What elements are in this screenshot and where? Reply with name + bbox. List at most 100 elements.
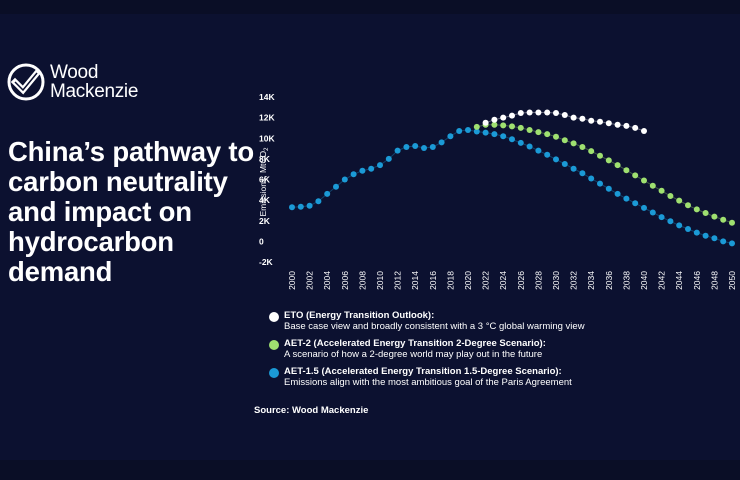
x-tick-label: 2028 — [533, 271, 543, 290]
x-axis-ticks: 2000 2002 2004 2006 2008 2010 2012 2014 2016 2018… — [287, 271, 737, 290]
brand-line-1: Wood — [50, 62, 99, 83]
data-point — [553, 133, 559, 140]
legend: ETO (Energy Transition Outlook): Base ca… — [269, 310, 729, 394]
legend-item-aet15: AET-1.5 (Accelerated Energy Transition 1… — [269, 366, 729, 388]
data-point — [306, 202, 313, 209]
bottom-bar — [0, 460, 740, 480]
data-point — [553, 110, 559, 116]
data-point — [641, 204, 647, 211]
data-point — [553, 156, 559, 163]
x-tick-label: 2002 — [305, 271, 315, 290]
data-point — [368, 165, 375, 172]
data-point — [579, 144, 586, 150]
data-point — [517, 139, 524, 146]
x-tick-label: 2040 — [639, 271, 649, 290]
data-point — [438, 139, 445, 146]
legend-item-aet2: AET-2 (Accelerated Energy Transition 2-D… — [269, 338, 729, 360]
data-point — [350, 171, 357, 178]
y-tick-label: -2K — [259, 257, 274, 267]
x-tick-label: 2000 — [287, 271, 297, 290]
y-tick-label: 12K — [259, 113, 275, 123]
data-point — [561, 112, 568, 118]
data-point — [473, 128, 480, 135]
data-point — [544, 151, 551, 158]
data-point — [333, 183, 339, 190]
data-point — [561, 161, 568, 167]
data-point — [623, 195, 630, 202]
data-point — [693, 206, 700, 213]
data-point — [491, 121, 498, 128]
data-point — [526, 109, 533, 116]
data-point — [711, 235, 718, 242]
y-tick-label: 0 — [259, 236, 264, 246]
data-point — [341, 176, 348, 183]
data-point — [667, 218, 674, 225]
data-point — [509, 136, 515, 143]
data-point — [623, 167, 630, 174]
data-point — [526, 143, 533, 150]
y-tick-label: 6K — [259, 175, 271, 185]
x-tick-label: 2014 — [410, 271, 420, 290]
data-point — [570, 165, 577, 172]
data-point — [720, 238, 727, 245]
top-bar — [0, 0, 740, 14]
data-point — [403, 144, 410, 150]
data-point — [605, 157, 612, 164]
x-tick-label: 2044 — [674, 271, 684, 290]
data-point — [605, 120, 612, 127]
aet15-dot-icon — [269, 368, 279, 378]
data-point — [597, 118, 603, 125]
data-point — [641, 177, 647, 184]
data-point — [632, 172, 639, 179]
data-point — [570, 140, 577, 147]
data-point — [588, 117, 595, 124]
x-tick-label: 2036 — [604, 271, 614, 290]
data-point — [667, 193, 674, 199]
data-point — [473, 123, 480, 130]
data-point — [412, 143, 419, 149]
data-point — [641, 128, 647, 134]
data-point — [500, 122, 507, 129]
data-point — [447, 133, 454, 140]
x-tick-label: 2050 — [727, 271, 737, 290]
x-tick-label: 2010 — [375, 271, 385, 290]
y-tick-label: 2K — [259, 216, 271, 226]
data-point — [693, 229, 700, 236]
data-point — [517, 110, 524, 116]
data-point — [632, 124, 639, 131]
data-point — [649, 209, 656, 216]
data-point — [702, 210, 709, 216]
data-point — [570, 114, 577, 121]
x-tick-label: 2038 — [621, 271, 631, 290]
data-point — [649, 182, 656, 189]
data-point — [561, 137, 568, 144]
data-point — [526, 127, 533, 133]
legend-eto-desc: Base case view and broadly consistent wi… — [284, 321, 585, 332]
data-point — [421, 145, 427, 151]
data-point — [685, 202, 691, 209]
data-point — [465, 127, 471, 133]
data-point — [588, 148, 595, 155]
legend-aet2-name: AET-2 (Accelerated Energy Transition 2-D… — [284, 338, 546, 349]
x-tick-label: 2042 — [657, 271, 667, 290]
data-point — [289, 204, 295, 211]
data-point — [297, 203, 304, 210]
series-2 — [482, 109, 647, 134]
data-point — [544, 131, 551, 138]
data-point — [500, 114, 507, 121]
x-tick-label: 2020 — [463, 271, 473, 290]
x-tick-label: 2048 — [709, 271, 719, 290]
data-point — [729, 219, 735, 226]
series-layer — [289, 109, 735, 247]
brand-name: Wood Mackenzie — [50, 63, 160, 101]
x-tick-label: 2016 — [428, 271, 438, 290]
series-line — [291, 129, 733, 244]
data-point — [632, 200, 639, 207]
data-point — [535, 129, 542, 136]
y-axis-label: Emissions, MtCO2 — [258, 147, 270, 217]
data-point — [500, 133, 507, 140]
data-point — [614, 121, 621, 128]
x-tick-label: 2006 — [340, 271, 350, 290]
data-point — [544, 109, 551, 116]
data-point — [377, 162, 383, 169]
